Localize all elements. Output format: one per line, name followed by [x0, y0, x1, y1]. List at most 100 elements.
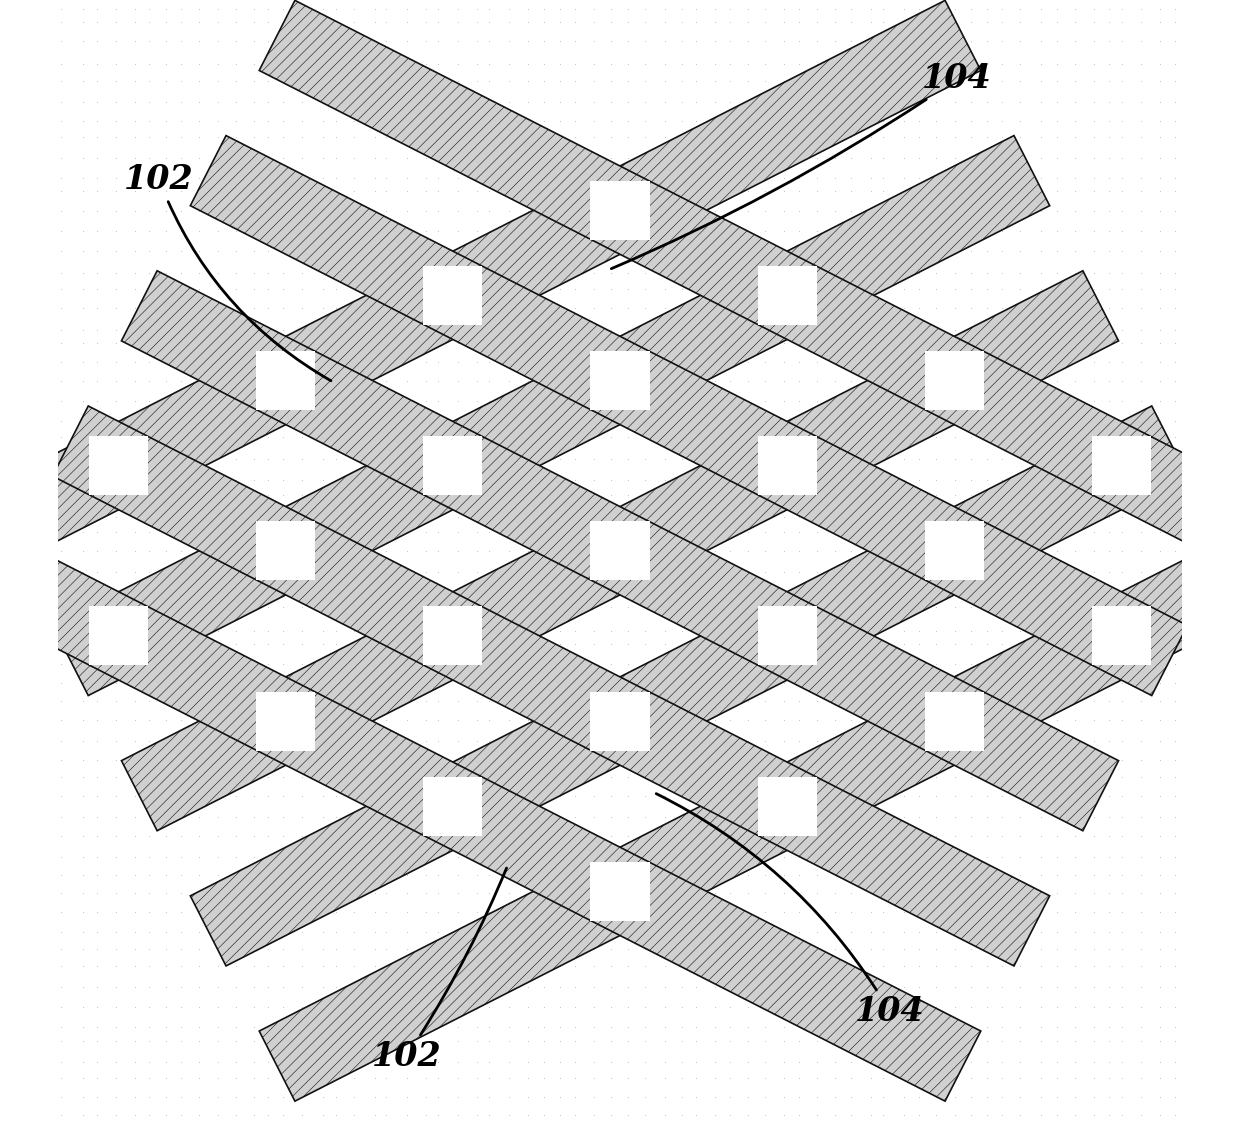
Point [977, 55, 997, 73]
Point [208, 13, 228, 31]
Point [244, 940, 264, 958]
Point [244, 808, 264, 826]
Point [738, 940, 758, 958]
Point [672, 847, 692, 865]
Point [498, 751, 518, 769]
Point [376, 0, 396, 18]
Point [1047, 923, 1066, 941]
Point [926, 1053, 946, 1071]
Point [291, 299, 311, 317]
Point [807, 13, 827, 31]
Point [1099, 1017, 1118, 1035]
Point [774, 413, 794, 430]
Point [88, 923, 108, 941]
Point [365, 563, 384, 581]
Point [992, 1032, 1012, 1050]
Point [619, 865, 639, 883]
Point [738, 112, 758, 130]
Point [738, 808, 758, 826]
Point [244, 93, 264, 111]
Point [841, 55, 861, 73]
Point [517, 524, 537, 542]
Point [755, 1088, 775, 1106]
Point [51, 242, 71, 260]
Point [861, 413, 880, 430]
Point [945, 978, 965, 996]
Point [961, 827, 981, 845]
Point [467, 242, 487, 260]
Point [841, 885, 861, 903]
Point [977, 112, 997, 130]
Point [945, 923, 965, 941]
Point [273, 33, 293, 51]
Point [720, 563, 740, 581]
Point [1047, 787, 1066, 805]
Point [926, 392, 946, 410]
Point [314, 1069, 334, 1087]
Point [107, 1088, 126, 1106]
Point [926, 865, 946, 883]
Point [894, 451, 914, 469]
Point [945, 542, 965, 560]
Polygon shape [122, 271, 1118, 831]
Point [73, 957, 93, 975]
Point [672, 353, 692, 371]
Point [926, 149, 946, 167]
Point [226, 33, 246, 51]
Point [600, 55, 620, 73]
Point [704, 1053, 724, 1071]
Point [479, 957, 498, 975]
Point [894, 486, 914, 504]
Point [291, 202, 311, 220]
Point [479, 1088, 498, 1106]
Point [789, 865, 808, 883]
Point [1149, 320, 1169, 338]
Point [738, 33, 758, 51]
Point [417, 1069, 436, 1087]
Point [1131, 13, 1151, 31]
Point [397, 827, 417, 845]
Point [345, 923, 365, 941]
Point [417, 1106, 436, 1124]
Point [807, 93, 827, 111]
Point [945, 0, 965, 18]
Point [534, 903, 554, 921]
Point [51, 451, 71, 469]
Point [1047, 372, 1066, 390]
Point [244, 654, 264, 672]
Point [107, 55, 126, 73]
Point [326, 149, 346, 167]
Point [807, 486, 827, 504]
Point [774, 93, 794, 111]
Point [1084, 372, 1104, 390]
Point [894, 223, 914, 241]
Point [861, 542, 880, 560]
Point [291, 635, 311, 653]
Point [326, 128, 346, 146]
Point [945, 33, 965, 51]
Point [774, 320, 794, 338]
Point [534, 169, 554, 187]
Point [686, 451, 706, 469]
Point [1084, 334, 1104, 352]
Point [156, 264, 176, 282]
Point [565, 542, 585, 560]
Point [600, 1017, 620, 1035]
Point [1084, 428, 1104, 446]
Point [1164, 471, 1184, 489]
Point [909, 865, 929, 883]
Point [467, 508, 487, 526]
Point [551, 428, 570, 446]
Point [51, 885, 71, 903]
Point [125, 112, 145, 130]
Point [326, 635, 346, 653]
Point [873, 940, 893, 958]
Point [1065, 978, 1085, 996]
Point [755, 33, 775, 51]
Point [140, 542, 160, 560]
Point [208, 0, 228, 18]
Point [826, 471, 846, 489]
Point [1112, 392, 1132, 410]
Point [498, 202, 518, 220]
Point [600, 654, 620, 672]
